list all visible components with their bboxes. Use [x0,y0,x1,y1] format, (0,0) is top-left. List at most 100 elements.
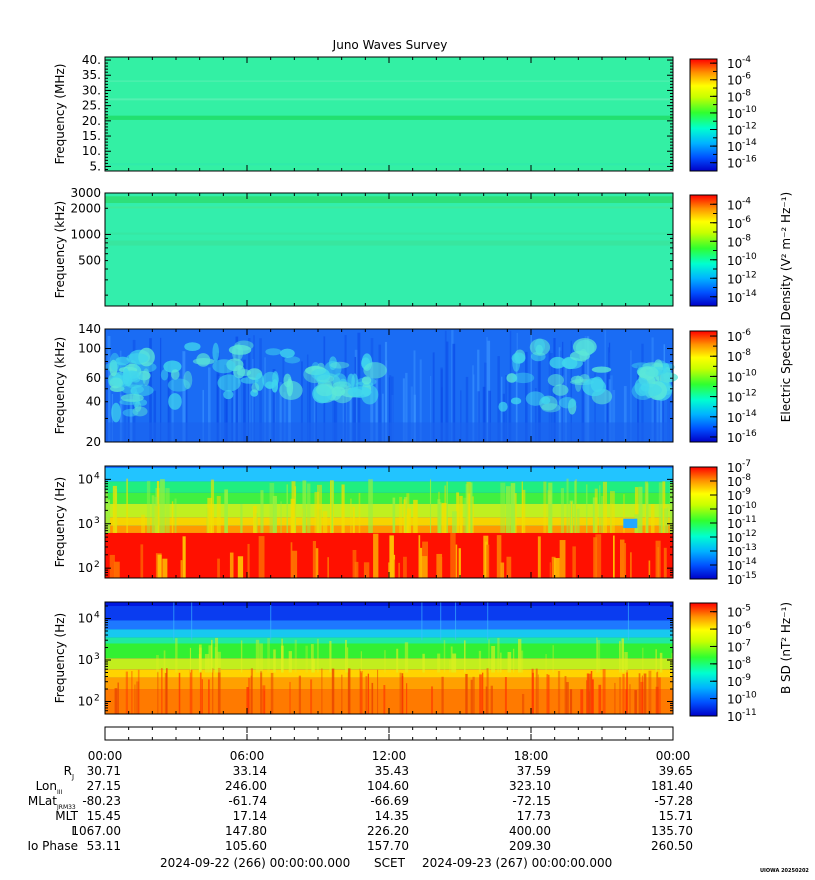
striation [252,359,254,442]
dropout [655,540,661,578]
time-axis: 00:00 06:00 12:00 18:00 00:00 [88,726,690,763]
streak [671,653,673,673]
striation [313,373,316,442]
emission-patch [109,359,118,377]
striation [288,377,291,442]
dropout [247,543,250,578]
emission-patch [115,356,130,366]
striation [440,369,443,442]
spike [599,485,601,533]
spike [294,496,296,533]
emission-patch [132,406,148,417]
dropout [363,562,370,578]
y-tick-label: 35. [82,68,101,82]
streak [310,644,314,673]
ephemeris-value: 15.71 [659,809,693,823]
spike [575,479,577,533]
spike [413,499,418,533]
streak [624,652,628,673]
striation [662,372,665,442]
striation [119,394,123,442]
streak [440,602,442,641]
streak [619,677,621,714]
streak [331,668,335,714]
streak [246,687,249,714]
spike [661,507,663,533]
streak [655,649,657,673]
streak [517,639,522,673]
colorbar-tick-exponent: -11 [742,708,757,718]
striation [630,350,632,442]
colorbar-tick-exponent: -12 [742,270,757,280]
spike [240,504,243,533]
striation [207,367,211,442]
spike [500,482,506,533]
streak [157,671,159,714]
spike [151,495,155,533]
band-21mhz [105,115,673,120]
dropout [458,548,461,578]
striation [389,375,392,442]
streak [537,674,539,714]
streak [490,685,493,714]
spike [658,482,663,533]
colorbar-tick-exponent: -10 [742,691,757,701]
striation [452,343,456,442]
ephemeris-value: -72.15 [512,794,551,808]
spike [316,484,322,533]
streak [485,686,488,714]
dropout [290,542,293,578]
spike [466,493,471,533]
striation [385,360,388,442]
spike [459,495,463,533]
streak [377,669,379,714]
spike [392,497,396,533]
ephemeris-value: 400.00 [509,824,551,838]
colorbar-tick-exponent: -7 [742,459,751,469]
streak [640,681,644,714]
striation [473,374,475,442]
streak [580,689,584,714]
streak [260,670,263,714]
dropout [506,556,512,578]
streak [173,602,175,641]
spike [272,495,277,533]
spike [510,483,516,533]
emission-patch [331,386,346,397]
ephemeris-value: 30.71 [87,764,121,778]
streak [365,676,368,714]
ephemeris-value: -61.74 [228,794,267,808]
ephemeris-value: 15.45 [87,809,121,823]
streak [596,637,598,673]
emission-patch [510,397,522,405]
streak [305,645,308,673]
streak [360,671,363,714]
spike [106,499,111,533]
streak [452,653,457,673]
dropout [450,533,456,578]
striation [249,378,251,442]
colorbar-gradient [689,194,718,307]
colorbar-tick-exponent: -8 [742,656,751,666]
colorbar-tick-exponent: -11 [742,515,757,525]
striation [300,361,303,442]
spike [566,478,569,533]
emission-streaks [114,602,673,714]
ephemeris-label: L [71,824,78,838]
spike [253,505,257,533]
streak [500,652,502,673]
streak [383,685,386,714]
streak [201,679,203,714]
streak [614,682,616,714]
dropout [403,556,407,578]
x-tick-label: 06:00 [230,749,265,763]
spike [207,497,213,533]
spectrogram-fill [105,193,673,306]
streak [491,645,496,673]
striation [382,393,384,442]
colorbar-tick-label: 10 [727,350,742,364]
spike [667,507,669,533]
dropout [389,535,394,578]
striation [488,390,492,442]
striation [430,375,432,442]
